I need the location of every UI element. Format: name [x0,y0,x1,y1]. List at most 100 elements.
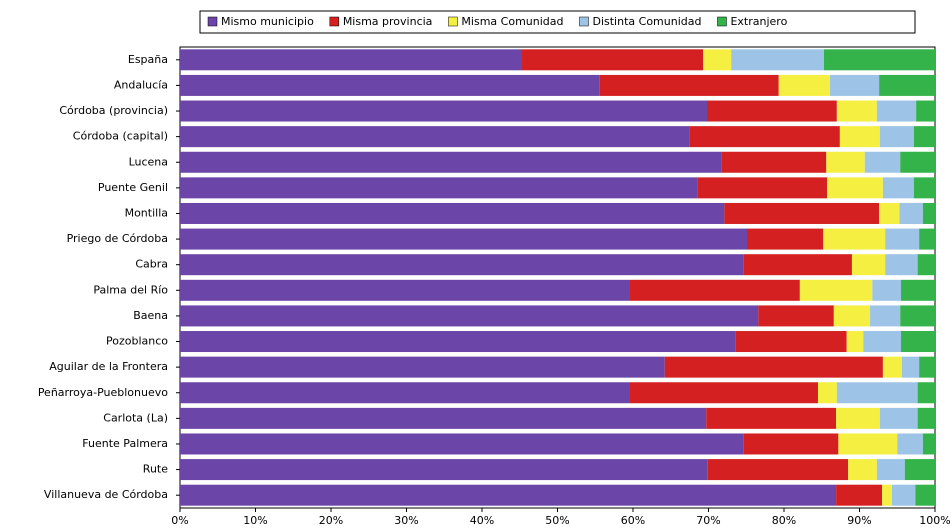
bar-segment [180,126,690,148]
y-tick-label: Montilla [125,206,168,219]
bar-segment [180,484,837,506]
bar-segment [876,100,917,122]
bar-segment [836,407,880,429]
y-tick-label: Lucena [129,155,168,168]
legend-swatch [329,16,340,27]
bar-segment [901,279,935,301]
bar-segment [917,407,935,429]
bar-segment [823,228,886,250]
bar-segment [872,279,902,301]
bar-segment [901,356,920,378]
y-tick-label: Peñarroya-Pueblonuevo [38,386,168,399]
bar-segment [917,382,935,404]
y-tick-label: Carlota (La) [103,411,168,424]
y-tick-label: Aguilar de la Frontera [49,360,168,373]
bar-segment [922,433,935,455]
bar-segment [848,459,877,481]
y-tick-label: Villanueva de Córdoba [44,488,168,501]
x-tick-label: 80% [772,514,796,527]
bar-segment [913,126,935,148]
x-tick-label: 60% [621,514,645,527]
bar-segment [885,254,918,276]
x-tick-label: 50% [545,514,569,527]
bar-segment [836,382,918,404]
bar-segment [838,433,898,455]
legend-swatch [207,16,218,27]
legend-label: Misma provincia [343,15,433,28]
bar-segment [180,433,744,455]
bar-segment [885,228,920,250]
bar-segment [919,228,935,250]
x-tick-label: 70% [696,514,720,527]
bar-segment [599,74,779,96]
bar-segment [180,74,600,96]
bar-segment [180,279,630,301]
x-tick-label: 10% [243,514,267,527]
bar-segment [735,331,847,353]
bar-segment [826,151,865,173]
bar-segment [180,305,759,327]
bar-segment [180,228,748,250]
bar-segment [778,74,831,96]
bar-segment [882,484,892,506]
bar-segment [879,74,935,96]
legend-box [199,10,916,34]
bar-segment [879,202,900,224]
y-tick-label: Cabra [135,258,168,271]
bar-segment [817,382,837,404]
x-tick-label: 40% [470,514,494,527]
bar-segment [180,254,744,276]
bar-segment [180,177,698,199]
bar-segment [180,382,630,404]
bar-segment [180,202,725,224]
bar-segment [697,177,828,199]
bar-segment [180,49,523,71]
bar-segment [891,484,916,506]
bar-segment [836,100,877,122]
bar-segment [522,49,704,71]
bar-segment [864,151,901,173]
bar-segment [743,254,852,276]
bar-segment [629,382,818,404]
bar-segment [180,356,665,378]
bar-segment [915,484,935,506]
bar-segment [901,331,935,353]
bar-segment [721,151,827,173]
bar-segment [846,331,864,353]
bar-segment [916,100,935,122]
bar-segment [830,74,880,96]
y-tick-label: Puente Genil [98,181,168,194]
bar-segment [706,407,837,429]
bar-segment [863,331,902,353]
x-tick-label: 90% [847,514,871,527]
bar-segment [180,151,722,173]
x-tick-label: 30% [394,514,418,527]
bar-segment [664,356,883,378]
x-tick-label: 100% [919,514,950,527]
y-tick-label: Pozoblanco [106,335,168,348]
bar-segment [629,279,800,301]
bar-segment [731,49,825,71]
bar-segment [743,433,839,455]
bar-segment [689,126,840,148]
bar-segment [799,279,873,301]
y-tick-label: Fuente Palmera [82,437,168,450]
bar-segment [870,305,901,327]
legend-label: Extranjero [730,15,787,28]
legend-swatch [448,16,458,27]
y-tick-label: España [128,53,168,66]
bar-segment [900,151,935,173]
legend-swatch [579,16,589,27]
bar-segment [897,433,923,455]
legend-label: Distinta Comunidad [592,15,701,28]
y-tick-label: Andalucía [114,78,168,91]
bar-segment [876,459,905,481]
x-tick-label: 20% [319,514,343,527]
y-tick-label: Rute [143,463,168,476]
bar-segment [707,459,849,481]
bar-segment [882,177,914,199]
bar-segment [703,49,732,71]
y-tick-label: Baena [133,309,168,322]
bar-segment [180,459,708,481]
